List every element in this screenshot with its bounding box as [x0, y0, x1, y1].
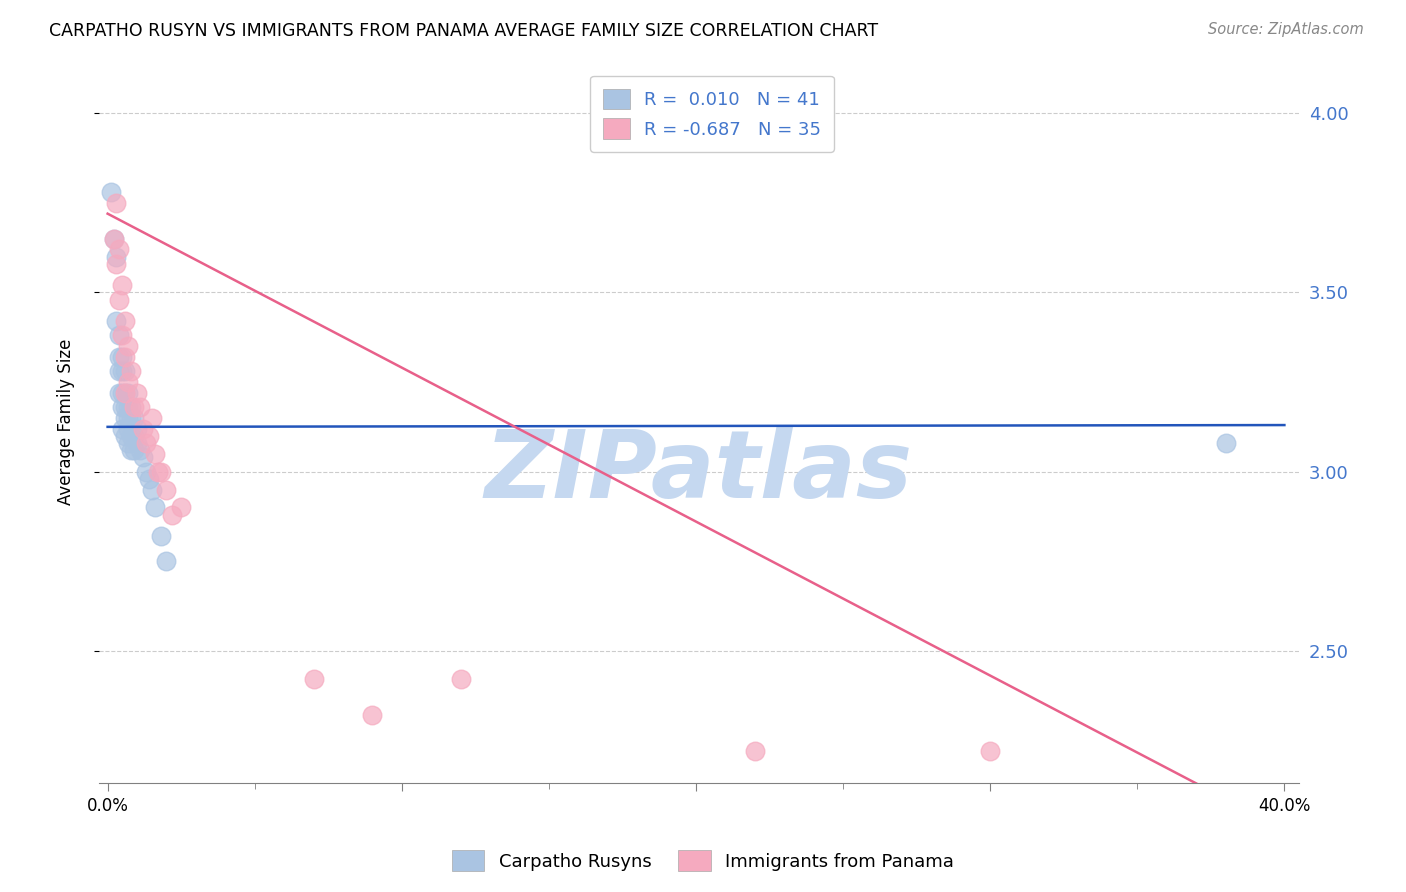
Point: [302, 673, 325, 687]
Point: [162, 508, 184, 522]
Point: [155, 554, 177, 568]
Point: [111, 400, 134, 414]
Point: [105, 195, 128, 210]
Point: [117, 436, 139, 450]
Legend: Carpatho Rusyns, Immigrants from Panama: Carpatho Rusyns, Immigrants from Panama: [444, 843, 962, 879]
Point: [114, 314, 136, 328]
Point: [105, 250, 128, 264]
Point: [120, 429, 142, 443]
Point: [125, 422, 148, 436]
Point: [117, 339, 139, 353]
Point: [979, 744, 1001, 758]
Point: [108, 243, 131, 257]
Point: [122, 443, 145, 458]
Point: [117, 410, 139, 425]
Text: Source: ZipAtlas.com: Source: ZipAtlas.com: [1208, 22, 1364, 37]
Point: [117, 375, 139, 389]
Y-axis label: Average Family Size: Average Family Size: [58, 338, 75, 505]
Point: [149, 529, 172, 543]
Point: [132, 450, 155, 465]
Point: [111, 385, 134, 400]
Point: [125, 385, 148, 400]
Point: [149, 465, 172, 479]
Point: [114, 350, 136, 364]
Point: [105, 257, 128, 271]
Point: [114, 410, 136, 425]
Point: [108, 328, 131, 343]
Point: [103, 232, 125, 246]
Point: [129, 400, 152, 414]
Point: [111, 422, 134, 436]
Point: [122, 429, 145, 443]
Point: [120, 443, 142, 458]
Point: [120, 410, 142, 425]
Point: [111, 328, 134, 343]
Point: [125, 436, 148, 450]
Legend: R =  0.010   N = 41, R = -0.687   N = 35: R = 0.010 N = 41, R = -0.687 N = 35: [591, 76, 834, 152]
Text: ZIPatlas: ZIPatlas: [485, 426, 912, 518]
Point: [111, 364, 134, 378]
Point: [108, 350, 131, 364]
Point: [100, 185, 122, 199]
Point: [1215, 436, 1237, 450]
Point: [744, 744, 766, 758]
Point: [120, 400, 142, 414]
Point: [170, 500, 193, 515]
Point: [120, 364, 142, 378]
Point: [450, 673, 472, 687]
Point: [103, 232, 125, 246]
Point: [108, 385, 131, 400]
Point: [114, 364, 136, 378]
Point: [114, 385, 136, 400]
Point: [108, 293, 131, 307]
Point: [117, 422, 139, 436]
Point: [117, 385, 139, 400]
Point: [117, 400, 139, 414]
Point: [138, 472, 160, 486]
Point: [122, 400, 145, 414]
Point: [141, 410, 163, 425]
Point: [108, 364, 131, 378]
Point: [114, 400, 136, 414]
Point: [132, 422, 155, 436]
Point: [146, 465, 169, 479]
Point: [114, 429, 136, 443]
Text: CARPATHO RUSYN VS IMMIGRANTS FROM PANAMA AVERAGE FAMILY SIZE CORRELATION CHART: CARPATHO RUSYN VS IMMIGRANTS FROM PANAMA…: [49, 22, 879, 40]
Point: [143, 447, 166, 461]
Point: [138, 429, 160, 443]
Point: [141, 483, 163, 497]
Point: [361, 708, 384, 723]
Point: [135, 465, 157, 479]
Point: [135, 436, 157, 450]
Point: [114, 385, 136, 400]
Point: [155, 483, 177, 497]
Point: [105, 314, 128, 328]
Point: [122, 410, 145, 425]
Point: [129, 443, 152, 458]
Point: [111, 350, 134, 364]
Point: [143, 500, 166, 515]
Point: [111, 278, 134, 293]
